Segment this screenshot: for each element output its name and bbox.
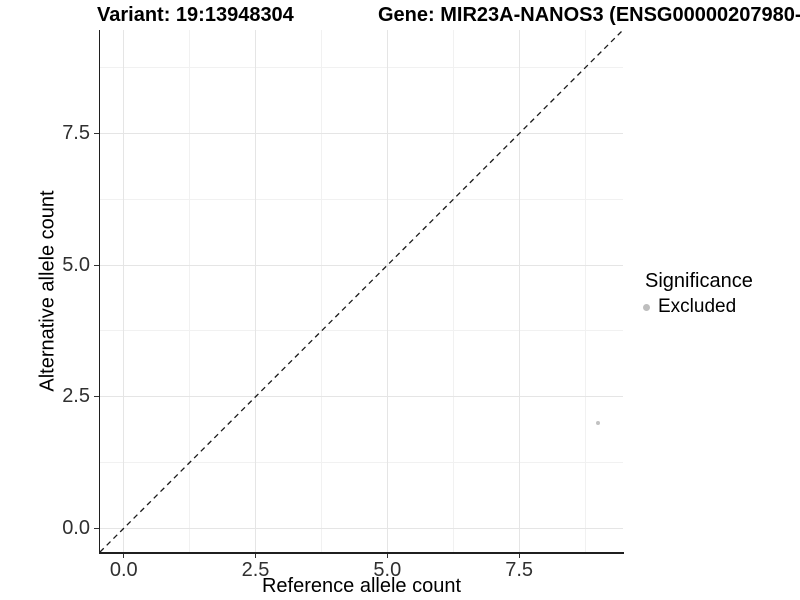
gridline-major-y — [100, 527, 623, 529]
x-tick-label: 5.0 — [373, 559, 402, 581]
gridline-minor-x — [452, 30, 454, 552]
x-tick-mark — [518, 553, 520, 558]
gridline-major-y — [100, 396, 623, 398]
x-tick-label: 7.5 — [505, 559, 534, 581]
gridline-minor-y — [100, 330, 623, 332]
gridline-major-y — [100, 264, 623, 266]
y-tick-label: 0.0 — [62, 516, 90, 539]
x-axis-title: Reference allele count — [261, 575, 461, 597]
data-point — [596, 420, 601, 426]
legend-item-excluded: Excluded — [643, 296, 753, 318]
gridline-major-y — [100, 133, 623, 135]
gridline-major-x — [518, 30, 520, 552]
legend-title: Significance — [645, 270, 753, 292]
gridline-minor-y — [100, 462, 623, 464]
gridline-major-x — [123, 30, 125, 552]
y-tick-mark — [94, 133, 99, 135]
gridline-minor-y — [100, 67, 623, 69]
x-axis-line — [98, 552, 624, 554]
y-tick-mark — [94, 527, 99, 529]
plot-title-variant: Variant: 19:13948304 — [97, 4, 294, 26]
gridline-major-x — [255, 30, 257, 552]
gridline-minor-y — [100, 198, 623, 200]
gridline-major-x — [386, 30, 388, 552]
y-tick-mark — [94, 264, 99, 266]
legend-item-label: Excluded — [658, 296, 737, 317]
x-tick-mark — [123, 553, 125, 558]
legend-point-icon — [643, 303, 650, 311]
plot-panel: 0.0 2.5 5.0 7.5 0.0 2.5 5.0 7.5 — [62, 29, 624, 581]
x-tick-mark — [386, 553, 388, 558]
gridline-minor-x — [189, 30, 191, 552]
x-tick-label: 2.5 — [241, 559, 270, 581]
legend: Significance Excluded — [643, 270, 753, 318]
y-tick-label: 2.5 — [62, 385, 90, 408]
gridline-minor-x — [320, 30, 322, 552]
y-tick-label: 7.5 — [62, 122, 90, 145]
x-tick-mark — [255, 553, 257, 558]
plot-title-gene: Gene: MIR23A-NANOS3 (ENSG00000207980- — [378, 4, 800, 26]
y-tick-label: 5.0 — [62, 253, 90, 276]
y-axis-title: Alternative allele count — [36, 190, 59, 392]
y-axis-line — [98, 30, 100, 554]
identity-dashed-line — [99, 29, 624, 553]
y-tick-mark — [94, 396, 99, 398]
x-tick-label: 0.0 — [109, 559, 138, 581]
gridline-minor-x — [584, 30, 586, 552]
